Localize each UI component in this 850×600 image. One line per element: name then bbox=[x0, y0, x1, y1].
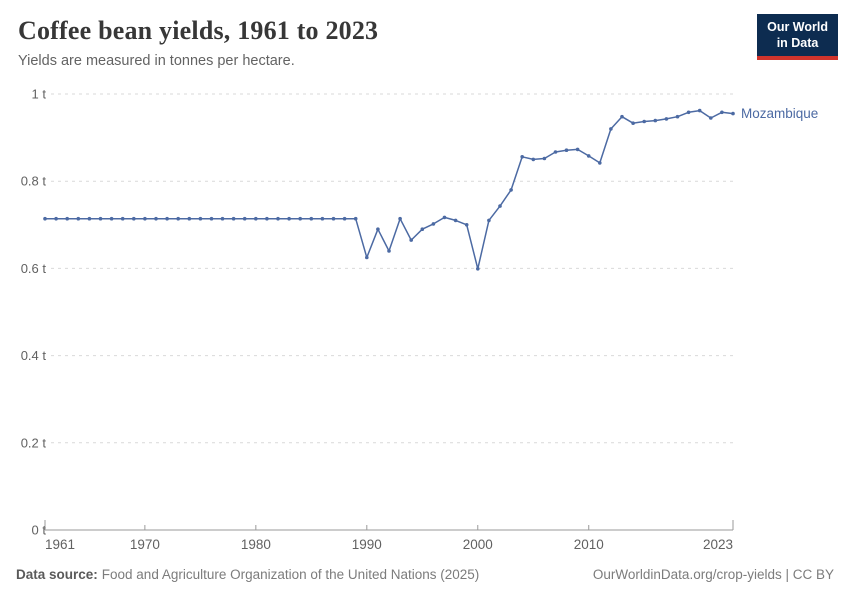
data-point[interactable] bbox=[731, 111, 735, 116]
data-point[interactable] bbox=[154, 216, 158, 221]
data-source: Data source: Food and Agriculture Organiz… bbox=[16, 567, 479, 582]
data-point[interactable] bbox=[254, 216, 258, 221]
data-point[interactable] bbox=[220, 216, 225, 221]
data-point[interactable] bbox=[520, 155, 524, 159]
data-point[interactable] bbox=[398, 216, 402, 221]
data-point[interactable] bbox=[132, 216, 136, 221]
data-point[interactable] bbox=[575, 147, 580, 152]
data-point[interactable] bbox=[442, 215, 447, 220]
data-point[interactable] bbox=[165, 216, 169, 221]
page-title: Coffee bean yields, 1961 to 2023 bbox=[18, 16, 379, 45]
data-point[interactable] bbox=[420, 227, 425, 231]
data-point[interactable] bbox=[87, 216, 92, 221]
data-point[interactable] bbox=[620, 114, 624, 119]
data-point[interactable] bbox=[564, 148, 569, 152]
data-point[interactable] bbox=[664, 117, 669, 121]
data-point[interactable] bbox=[242, 216, 247, 221]
data-point[interactable] bbox=[54, 216, 58, 221]
x-axis-tick-label: 2010 bbox=[574, 537, 604, 552]
data-point[interactable] bbox=[720, 110, 724, 115]
data-point[interactable] bbox=[609, 127, 613, 131]
owid-logo-line2: in Data bbox=[776, 36, 819, 51]
data-point[interactable] bbox=[65, 216, 69, 221]
y-axis-tick-label: 0 t bbox=[32, 523, 47, 538]
data-point[interactable] bbox=[187, 216, 192, 221]
data-point[interactable] bbox=[642, 119, 646, 124]
data-point[interactable] bbox=[265, 216, 269, 221]
data-source-text: Food and Agriculture Organization of the… bbox=[101, 567, 480, 582]
data-point[interactable] bbox=[686, 110, 691, 115]
data-point[interactable] bbox=[709, 116, 713, 120]
data-point[interactable] bbox=[365, 255, 369, 260]
data-point[interactable] bbox=[509, 188, 513, 192]
data-point[interactable] bbox=[43, 216, 47, 221]
data-point[interactable] bbox=[298, 216, 303, 221]
data-point[interactable] bbox=[209, 216, 214, 221]
data-point[interactable] bbox=[431, 222, 436, 226]
x-axis-tick-label: 1990 bbox=[352, 537, 382, 552]
data-source-label: Data source: bbox=[16, 567, 98, 582]
owid-logo-line1: Our World bbox=[767, 20, 828, 34]
y-axis-tick-label: 0.2 t bbox=[21, 435, 47, 450]
data-point[interactable] bbox=[76, 216, 81, 221]
data-point[interactable] bbox=[176, 216, 180, 221]
data-point[interactable] bbox=[409, 238, 414, 242]
x-axis-tick-label: 1961 bbox=[45, 537, 75, 552]
data-point[interactable] bbox=[653, 118, 658, 123]
data-point[interactable] bbox=[143, 216, 147, 221]
series-entity-label[interactable]: Mozambique bbox=[741, 106, 818, 121]
data-point[interactable] bbox=[598, 161, 602, 165]
data-point[interactable] bbox=[631, 121, 635, 125]
series-line-mozambique[interactable] bbox=[45, 109, 734, 270]
data-point[interactable] bbox=[198, 216, 203, 221]
data-point[interactable] bbox=[98, 216, 103, 221]
data-point[interactable] bbox=[675, 114, 680, 119]
data-point[interactable] bbox=[342, 216, 347, 221]
data-point[interactable] bbox=[120, 216, 125, 221]
data-point[interactable] bbox=[353, 216, 358, 221]
data-point[interactable] bbox=[697, 108, 702, 113]
chart-subtitle: Yields are measured in tonnes per hectar… bbox=[18, 53, 295, 69]
data-point[interactable] bbox=[531, 157, 536, 162]
x-axis-tick-label: 2000 bbox=[463, 537, 493, 552]
x-axis-tick-label: 2023 bbox=[703, 537, 733, 552]
x-axis-tick-label: 1970 bbox=[130, 537, 160, 552]
data-point[interactable] bbox=[309, 216, 314, 221]
data-point[interactable] bbox=[464, 223, 469, 227]
data-point[interactable] bbox=[320, 216, 325, 221]
data-point[interactable] bbox=[487, 218, 491, 223]
data-point[interactable] bbox=[476, 267, 480, 271]
data-point[interactable] bbox=[387, 249, 391, 253]
data-point[interactable] bbox=[276, 216, 280, 221]
data-point[interactable] bbox=[376, 227, 380, 231]
data-point[interactable] bbox=[586, 154, 591, 158]
data-point[interactable] bbox=[542, 156, 547, 161]
x-axis-tick-label: 1980 bbox=[241, 537, 271, 552]
data-point[interactable] bbox=[331, 216, 336, 221]
data-point[interactable] bbox=[553, 150, 558, 154]
data-point[interactable] bbox=[453, 218, 458, 223]
y-axis-tick-label: 0.8 t bbox=[21, 174, 47, 189]
data-point[interactable] bbox=[231, 216, 236, 221]
y-axis-tick-label: 1 t bbox=[32, 87, 47, 102]
y-axis-tick-label: 0.6 t bbox=[21, 261, 47, 276]
y-axis-tick-label: 0.4 t bbox=[21, 348, 47, 363]
data-point[interactable] bbox=[498, 204, 502, 208]
data-point[interactable] bbox=[287, 216, 291, 221]
data-point[interactable] bbox=[109, 216, 114, 221]
owid-logo[interactable]: Our World in Data bbox=[757, 14, 838, 60]
attribution: OurWorldinData.org/crop-yields | CC BY bbox=[592, 567, 834, 582]
chart-canvas[interactable]: 0 t 0.2 t 0.4 t 0.6 t 0.8 t 1 t 1961 1970 1980 19… bbox=[0, 0, 850, 560]
chart-footer: Data source: Food and Agriculture Organiz… bbox=[16, 567, 834, 582]
